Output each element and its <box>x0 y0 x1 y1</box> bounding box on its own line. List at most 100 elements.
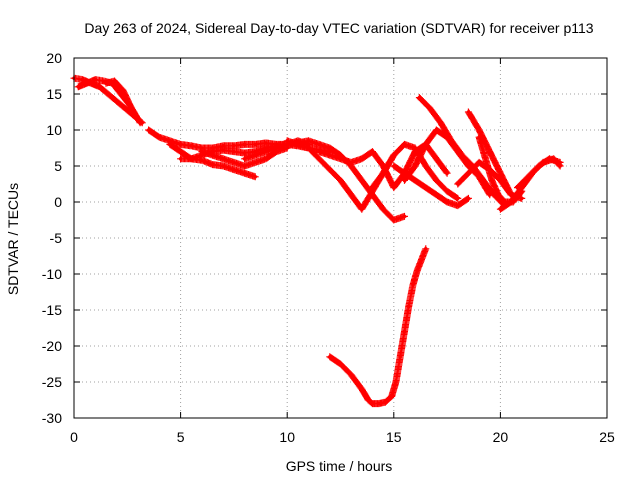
data-point <box>381 171 385 175</box>
data-point <box>370 189 375 193</box>
data-point <box>466 171 471 175</box>
data-point <box>274 146 279 150</box>
data-point <box>189 157 194 161</box>
data-point <box>157 135 162 139</box>
x-tick-label: 0 <box>70 429 78 445</box>
data-point <box>434 128 439 132</box>
y-tick-label: 15 <box>46 86 62 102</box>
data-point <box>402 329 407 334</box>
series-track-l <box>390 162 472 210</box>
data-point <box>360 157 364 161</box>
data-point <box>123 106 127 111</box>
data-point <box>104 81 108 85</box>
data-point <box>392 153 396 157</box>
data-point <box>242 151 247 155</box>
x-axis-label: GPS time / hours <box>286 458 393 474</box>
y-tick-label: -10 <box>42 266 62 282</box>
data-point <box>498 178 503 183</box>
data-point <box>558 160 562 165</box>
data-point <box>253 153 258 157</box>
data-point <box>360 178 364 183</box>
series-markers <box>102 77 144 127</box>
data-point <box>466 110 471 114</box>
data-point <box>490 178 494 183</box>
data-point <box>264 141 268 145</box>
data-point <box>377 401 381 406</box>
data-point <box>221 148 226 152</box>
data-point <box>253 160 258 165</box>
data-point <box>210 162 215 167</box>
data-point <box>200 149 204 154</box>
plot-area-border <box>73 57 608 419</box>
data-point <box>413 178 417 183</box>
x-tick-label: 15 <box>386 429 402 445</box>
data-point <box>338 362 343 366</box>
data-point <box>264 149 268 154</box>
data-point <box>413 164 417 168</box>
data-point <box>264 157 268 161</box>
data-point <box>402 142 407 147</box>
data-point <box>317 157 321 161</box>
data-point <box>232 144 236 148</box>
data-point <box>370 401 375 406</box>
data-point <box>178 149 183 154</box>
data-point <box>417 95 422 100</box>
data-point <box>370 149 375 154</box>
data-point <box>253 175 258 179</box>
data-point <box>428 106 432 111</box>
data-point <box>394 380 398 384</box>
data-point <box>178 157 183 161</box>
data-point <box>509 193 513 197</box>
data-point <box>481 178 486 183</box>
data-point <box>232 160 236 165</box>
data-point <box>200 158 204 163</box>
data-point <box>434 157 439 161</box>
data-point <box>253 142 258 147</box>
data-point <box>317 149 321 154</box>
data-point <box>455 196 460 201</box>
data-point <box>389 394 394 399</box>
data-point <box>306 146 311 150</box>
data-point <box>509 200 513 204</box>
series-track-s <box>514 155 564 192</box>
data-point <box>381 207 385 211</box>
data-point <box>370 185 375 190</box>
data-point <box>242 164 247 168</box>
data-point <box>328 153 332 157</box>
data-point <box>402 214 407 219</box>
series-markers <box>514 155 564 192</box>
y-tick-label: -5 <box>50 230 63 246</box>
data-point <box>526 175 530 179</box>
data-point <box>423 185 428 190</box>
data-point <box>138 121 142 125</box>
data-point <box>76 85 81 89</box>
data-point <box>210 153 215 157</box>
data-point <box>455 182 460 186</box>
data-point <box>232 167 236 172</box>
data-point <box>242 142 247 147</box>
data-point <box>328 167 332 172</box>
data-point <box>515 185 520 190</box>
data-point <box>392 185 396 190</box>
data-point <box>349 160 353 165</box>
data-point <box>423 142 428 147</box>
data-point <box>455 203 460 208</box>
x-tick-label: 25 <box>599 429 615 445</box>
series-track-g <box>198 144 291 170</box>
data-point <box>93 77 98 82</box>
series-track-c <box>102 77 144 127</box>
data-point <box>221 164 226 168</box>
data-point <box>411 283 415 287</box>
data-point <box>392 218 396 222</box>
data-point <box>97 85 102 89</box>
data-point <box>413 146 417 150</box>
data-point <box>84 81 89 85</box>
data-point <box>392 164 396 168</box>
data-point <box>519 196 524 201</box>
data-point <box>129 106 134 111</box>
data-point <box>498 171 503 175</box>
data-point <box>438 121 443 125</box>
data-point <box>398 355 402 359</box>
y-axis-label: SDTVAR / TECUs <box>5 183 21 295</box>
